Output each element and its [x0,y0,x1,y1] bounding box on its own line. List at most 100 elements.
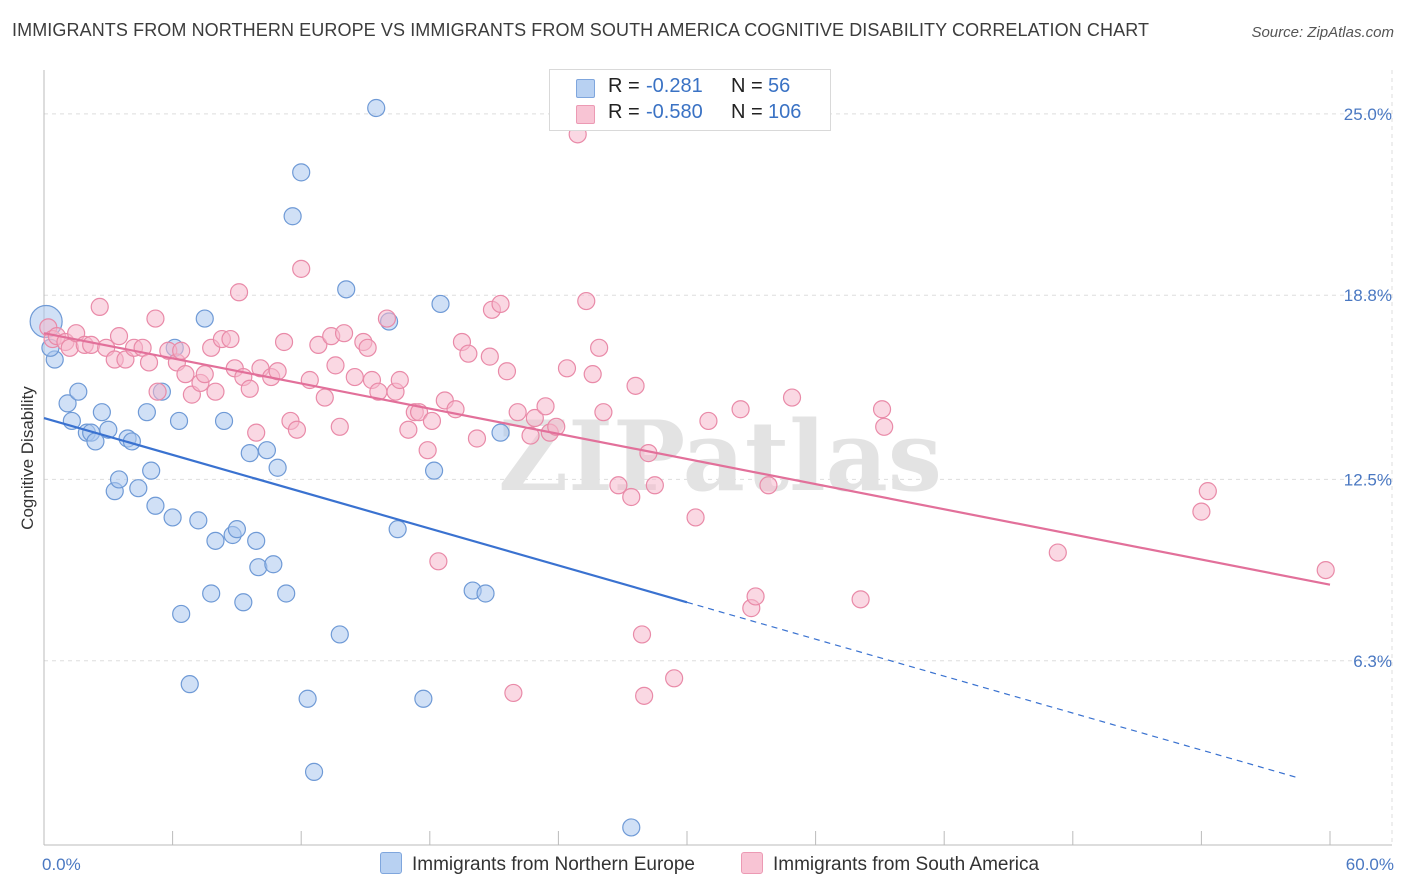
source-credit: Source: ZipAtlas.com [1251,24,1394,41]
point-south-america [399,420,418,439]
point-northern-europe [247,531,266,550]
point-south-america [418,441,437,460]
point-northern-europe [424,461,444,480]
point-south-america [497,362,517,381]
point-south-america [274,332,294,352]
point-south-america [665,669,684,688]
point-northern-europe [129,479,148,498]
point-northern-europe [163,508,182,527]
legend-n-label: N = [731,101,763,123]
point-south-america [247,423,266,442]
correlation-legend: R = -0.281 N = 56 R = -0.580 N = 106 [549,69,831,131]
point-south-america [429,552,448,571]
point-northern-europe [58,394,77,413]
x-tick-label-max: 60.0% [1346,855,1394,874]
point-south-america [645,476,664,495]
tick-labels: 6.3% 12.5% 18.8% 25.0% 0.0% 60.0% [42,105,1394,874]
point-northern-europe [169,411,189,431]
bottom-legend-south-america: Immigrants from South America [741,852,1039,878]
y-tick-label: 25.0% [1344,105,1392,124]
bottom-legend-swatch-blue [380,852,402,874]
legend-r-label: R = [608,75,640,97]
x-tick-label-min: 0.0% [42,855,81,874]
y-tick-label: 12.5% [1344,470,1392,489]
point-northern-europe [180,675,199,694]
point-south-america [206,382,225,401]
legend-n-value: 106 [768,101,802,123]
y-axis-label: Cognitive Disability [18,386,37,530]
point-northern-europe [622,818,641,837]
point-northern-europe [330,625,349,644]
legend-swatch-pink [576,105,595,124]
point-south-america [315,388,334,407]
point-south-america [635,686,654,705]
point-northern-europe [277,584,296,603]
point-northern-europe [292,163,311,182]
point-northern-europe [367,98,386,118]
points-northern-europe [29,98,641,837]
point-south-america [590,338,609,357]
point-south-america [195,365,214,384]
point-northern-europe [476,584,495,603]
point-south-america [622,487,641,507]
point-south-america [139,353,159,372]
point-south-america [90,297,109,316]
bottom-legend-label: Immigrants from South America [773,854,1040,875]
point-south-america [1192,502,1211,521]
point-south-america [422,411,442,431]
point-south-america [390,370,409,390]
point-south-america [525,408,544,428]
point-northern-europe [206,531,225,550]
point-south-america [508,403,527,422]
legend-row-northern-europe: R = -0.281 N = 56 [550,75,830,101]
point-northern-europe [146,496,165,515]
point-northern-europe [189,511,208,530]
point-northern-europe [195,309,214,328]
point-south-america [480,347,499,366]
point-northern-europe [69,382,88,401]
axis-layer [43,70,1392,846]
point-south-america [326,356,345,375]
point-south-america [309,335,328,355]
trend-lines [43,332,1331,779]
point-northern-europe [337,280,356,299]
point-south-america [330,417,349,436]
point-northern-europe [304,762,324,781]
point-northern-europe [234,593,253,612]
point-south-america [334,324,354,343]
point-south-america [746,587,765,606]
chart-title: IMMIGRANTS FROM NORTHERN EUROPE VS IMMIG… [12,20,1150,40]
point-south-america [1198,482,1217,501]
point-northern-europe [227,520,246,539]
legend-swatch-blue [576,79,595,98]
point-south-america [626,376,645,395]
point-south-america [358,338,377,357]
point-south-america [577,291,596,311]
legend-n-value: 56 [768,75,791,97]
point-northern-europe [431,294,450,314]
point-northern-europe [414,689,433,708]
y-tick-label: 18.8% [1344,286,1392,305]
point-south-america [872,400,892,419]
point-south-america [536,397,555,416]
point-south-america [491,294,510,314]
point-south-america [221,329,240,349]
point-south-america [521,426,540,445]
legend-r-value: -0.580 [646,101,703,123]
point-south-america [229,283,249,302]
point-south-america [459,344,478,363]
point-south-america [782,388,802,407]
point-northern-europe [264,555,283,574]
bottom-legend-northern-europe: Immigrants from Northern Europe [380,852,695,878]
point-south-america [146,309,165,328]
point-south-america [504,683,523,703]
legend-r-value: -0.281 [646,75,703,97]
point-northern-europe [388,520,407,539]
trend-line-northern-europe [43,416,688,604]
point-northern-europe [249,558,268,577]
bottom-legend-label: Immigrants from Northern Europe [412,854,695,875]
point-south-america [148,382,167,401]
point-south-america [731,400,750,419]
legend-r-label: R = [608,101,640,123]
trend-line-south-america [43,332,1331,586]
